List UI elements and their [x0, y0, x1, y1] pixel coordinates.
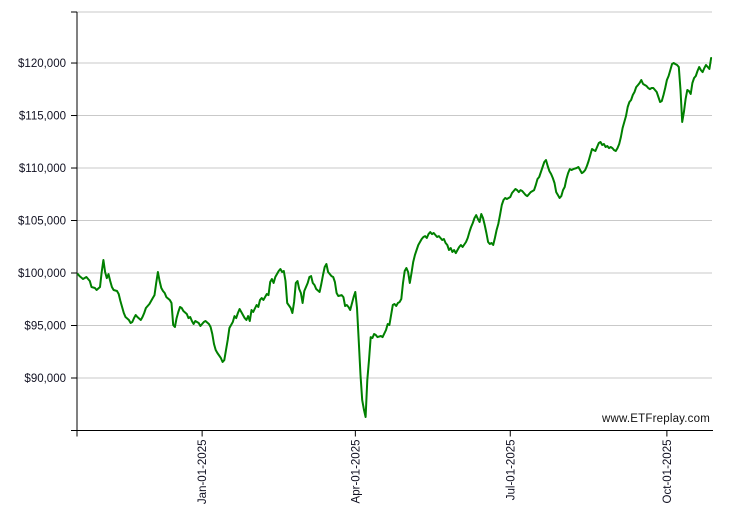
y-axis-label: $90,000 — [24, 373, 66, 385]
x-axis-label: Apr-01-2025 — [350, 440, 362, 504]
watermark-link: www.ETFreplay.com — [602, 413, 710, 425]
y-axis-label: $120,000 — [18, 58, 66, 70]
y-axis-label: $105,000 — [18, 216, 66, 228]
x-axis-label: Oct-01-2025 — [662, 440, 674, 504]
y-axis-label: $95,000 — [24, 321, 66, 333]
x-axis-label: Jan-01-2025 — [197, 440, 209, 505]
y-axis-label: $110,000 — [19, 163, 66, 175]
x-axis-label: Jul-01-2025 — [505, 440, 517, 501]
y-axis-label: $115,000 — [19, 111, 66, 123]
portfolio-value-line — [76, 57, 713, 418]
y-axis-label: $100,000 — [18, 268, 66, 280]
